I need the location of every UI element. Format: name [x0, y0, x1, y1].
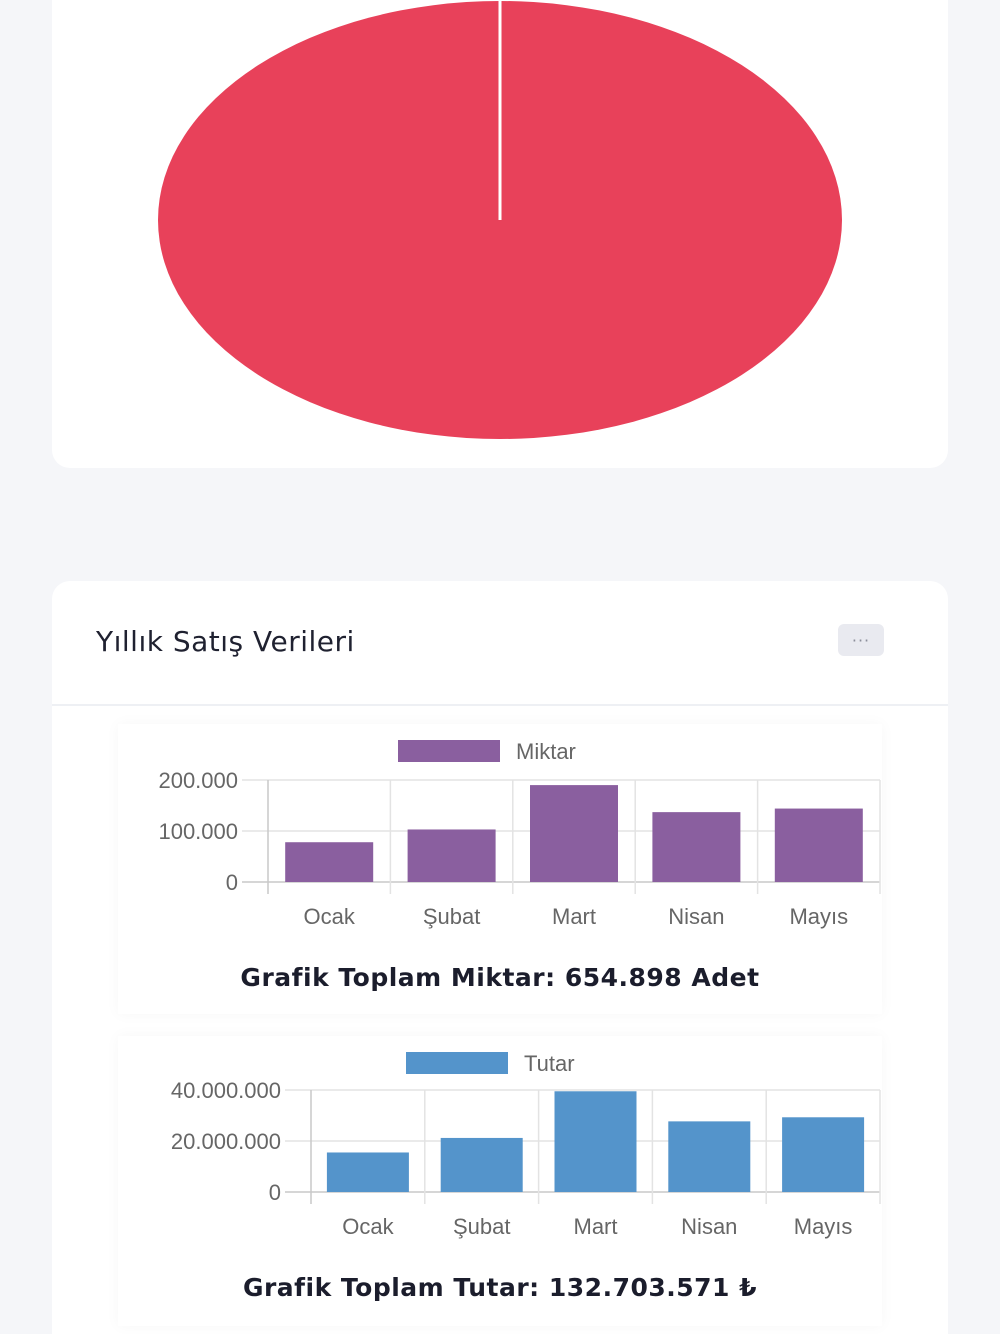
quantity-bar-chart: Miktar 200.000 100.000 0 Ocak Şubat Mart Nisan M…: [158, 739, 881, 929]
x-tick-label: Nisan: [681, 1214, 737, 1239]
total-quantity-label: Grafik Toplam Miktar: 654.898 Adet: [240, 963, 760, 992]
legend-label: Tutar: [524, 1051, 575, 1076]
bar-0[interactable]: [326, 1152, 409, 1192]
bar-4[interactable]: [774, 808, 863, 882]
bar-2[interactable]: [554, 1091, 637, 1192]
card-header: Yıllık Satış Verileri ···: [52, 581, 948, 706]
y-tick-label: 0: [269, 1180, 281, 1205]
amount-chart-container: Tutar 40.000.000 20.000.000 0 Ocak Şubat Mart N…: [118, 1036, 882, 1326]
x-tick-label: Ocak: [342, 1214, 394, 1239]
x-tick-label: Mart: [574, 1214, 618, 1239]
x-tick-label: Mayıs: [789, 904, 848, 929]
bar-3[interactable]: [668, 1121, 751, 1192]
x-tick-label: Mart: [552, 904, 596, 929]
y-tick-label: 40.000.000: [171, 1078, 281, 1103]
x-tick-label: Ocak: [304, 904, 356, 929]
more-horizontal-icon: ···: [851, 630, 871, 650]
bar-0[interactable]: [285, 842, 374, 882]
bar-4[interactable]: [782, 1117, 865, 1192]
x-tick-label: Şubat: [453, 1214, 511, 1239]
bar-3[interactable]: [652, 812, 741, 882]
x-tick-label: Nisan: [668, 904, 724, 929]
pie-chart-card: [52, 0, 948, 468]
bar-1[interactable]: [440, 1137, 523, 1192]
amount-bar-chart: Tutar 40.000.000 20.000.000 0 Ocak Şubat Mart N…: [171, 1051, 881, 1239]
quantity-chart-container: Miktar 200.000 100.000 0 Ocak Şubat Mart Nisan M…: [118, 724, 882, 1014]
legend-swatch[interactable]: [406, 1052, 508, 1074]
pie-chart: [158, 1, 842, 439]
card-title: Yıllık Satış Verileri: [96, 625, 355, 658]
y-tick-label: 200.000: [158, 768, 238, 793]
y-tick-label: 100.000: [158, 819, 238, 844]
total-amount-label: Grafik Toplam Tutar: 132.703.571 ₺: [242, 1273, 758, 1302]
y-tick-label: 20.000.000: [171, 1129, 281, 1154]
legend-label: Miktar: [516, 739, 576, 764]
bar-2[interactable]: [530, 785, 618, 882]
bar-1[interactable]: [407, 829, 496, 882]
more-options-button[interactable]: ···: [838, 624, 884, 656]
annual-sales-card: Yıllık Satış Verileri ··· Miktar 200.000 1…: [52, 581, 948, 1334]
x-tick-label: Şubat: [423, 904, 481, 929]
legend-swatch[interactable]: [398, 740, 500, 762]
x-tick-label: Mayıs: [794, 1214, 853, 1239]
y-tick-label: 0: [226, 870, 238, 895]
